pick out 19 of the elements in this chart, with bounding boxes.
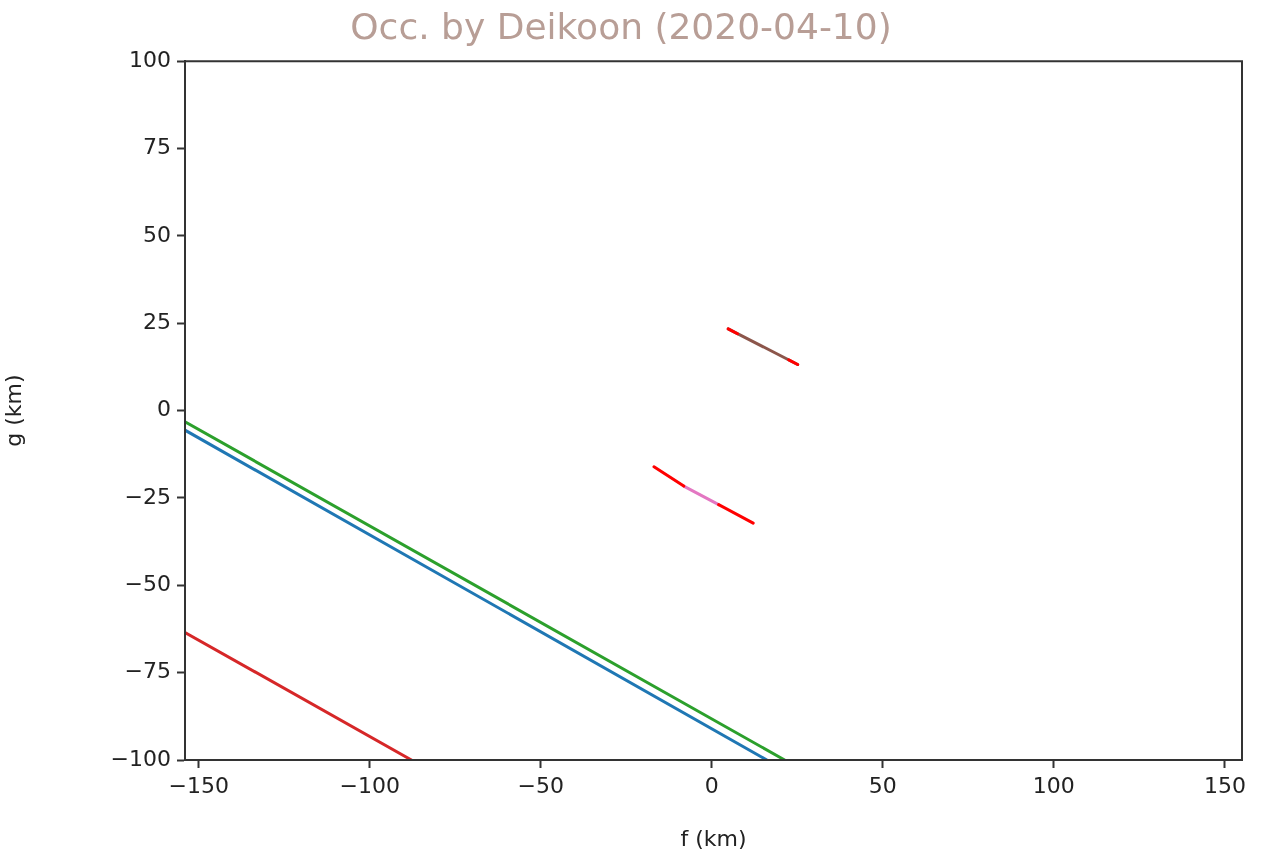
y-tick-label: −100: [110, 745, 171, 771]
x-tick-label: −100: [339, 772, 400, 798]
x-tick-label: 0: [704, 772, 719, 798]
y-tick-label: −75: [124, 658, 171, 684]
y-axis-title: g (km): [0, 374, 26, 447]
y-tick-label: 0: [157, 396, 171, 422]
chart-title: Occ. by Deikoon (2020-04-10): [350, 5, 892, 47]
x-tick-label: 150: [1203, 772, 1246, 798]
x-axis-title: f (km): [680, 825, 747, 851]
y-tick-label: 50: [143, 221, 171, 247]
x-tick-label: 100: [1032, 772, 1075, 798]
y-tick-label: −25: [124, 483, 171, 509]
x-tick-label: −150: [168, 772, 229, 798]
y-tick-label: 100: [129, 46, 171, 72]
y-tick-label: 75: [143, 134, 171, 160]
y-tick-label: −50: [124, 571, 171, 597]
y-tick-label: 25: [143, 308, 171, 334]
x-tick-label: −50: [517, 772, 564, 798]
x-tick-label: 50: [868, 772, 897, 798]
